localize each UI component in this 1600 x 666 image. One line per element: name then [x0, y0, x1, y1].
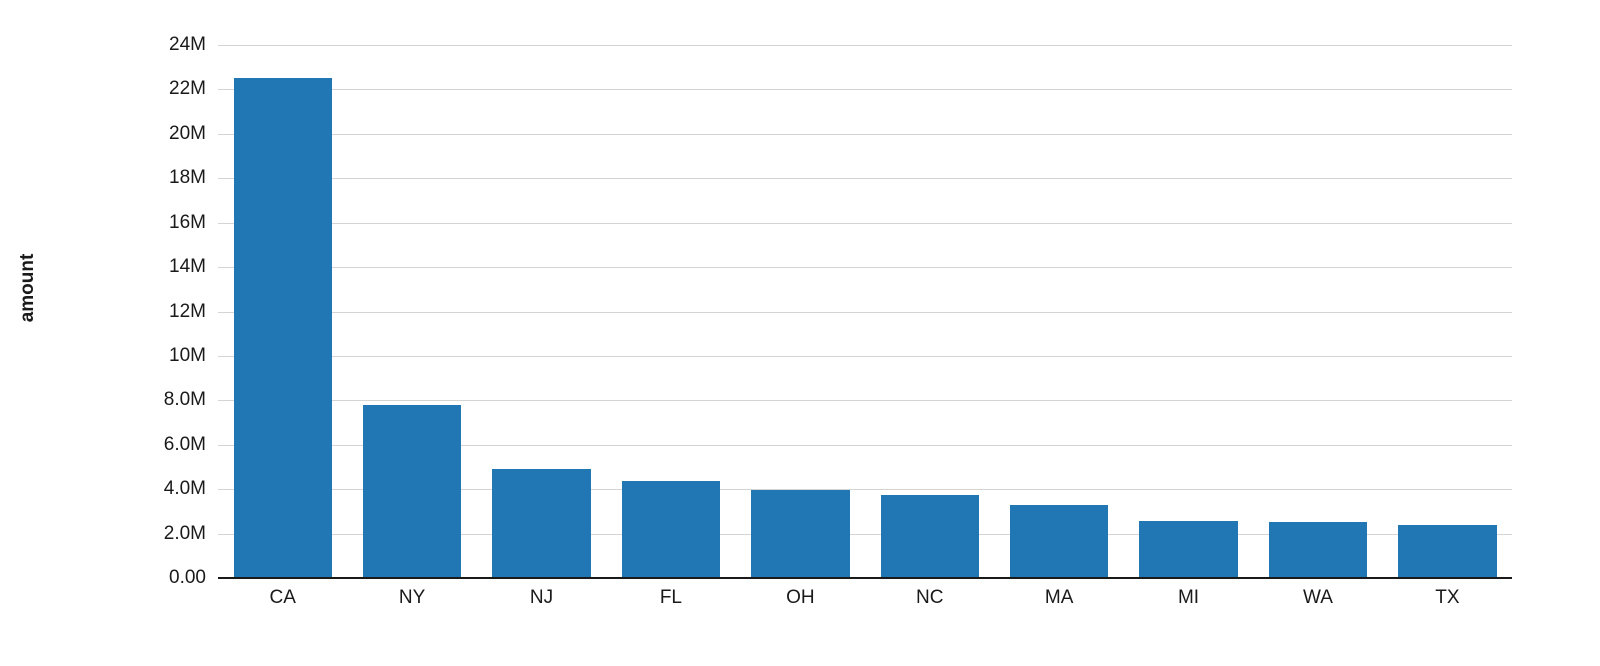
x-axis-line: [218, 577, 1512, 579]
y-tick-label: 12M: [169, 300, 206, 322]
bars: [218, 45, 1512, 578]
y-tick-label: 16M: [169, 211, 206, 233]
bar-slot: [1253, 45, 1382, 578]
x-tick-label-wa: WA: [1303, 587, 1333, 608]
bar-slot: [1383, 45, 1512, 578]
y-axis-ticks: 0.00 2.0M 4.0M 6.0M 8.0M 10M 12M 14M 16M 18M 20M 22…: [0, 34, 206, 588]
bar-slot: [865, 45, 994, 578]
bar-wa: [1268, 522, 1368, 578]
gridline: [218, 133, 1512, 135]
y-tick-label: 0.00: [169, 567, 206, 588]
bar-slot: [477, 45, 606, 578]
x-tick-label-nc: NC: [916, 587, 944, 608]
gridline: [218, 45, 1512, 46]
bar-slot: [1124, 45, 1253, 578]
gridline: [218, 400, 1512, 402]
gridline: [218, 489, 1512, 491]
y-tick-label: 4.0M: [163, 478, 206, 500]
bar-ny: [362, 404, 462, 578]
x-tick-label-nj: NJ: [529, 587, 554, 608]
bar-slot: [736, 45, 865, 578]
bar-nc: [880, 494, 979, 578]
gridlines: [218, 45, 1512, 578]
gridline: [218, 89, 1512, 91]
bar-slot: [994, 45, 1123, 578]
gridline: [218, 533, 1512, 535]
bar-tx: [1398, 524, 1497, 578]
y-tick-label: 10M: [169, 344, 206, 366]
x-axis-labels: CA NY NJ FL OH NC MA MI WA TX: [218, 587, 1512, 609]
bar-fl: [621, 481, 721, 578]
bar-ma: [1009, 504, 1109, 578]
gridline: [218, 311, 1512, 313]
y-tick-label: 14M: [169, 256, 206, 278]
gridline: [218, 355, 1512, 357]
y-tick-label: 18M: [169, 167, 206, 189]
y-tick-label: 20M: [169, 122, 206, 144]
x-tick-label-ma: MA: [1044, 587, 1074, 608]
x-tick-label-ny: NY: [398, 587, 426, 608]
y-tick-label: 2.0M: [163, 522, 206, 544]
gridline: [218, 222, 1512, 224]
x-tick-label-oh: OH: [786, 587, 815, 608]
bar-mi: [1139, 521, 1238, 578]
bar-ca: [233, 78, 332, 578]
gridline: [218, 267, 1512, 269]
bar-slot: [606, 45, 735, 578]
bar-slot: [218, 45, 347, 578]
bar-slot: [347, 45, 476, 578]
plot-area: [218, 45, 1512, 579]
y-tick-label: 22M: [169, 78, 206, 100]
gridline: [218, 178, 1512, 180]
bar-nj: [492, 469, 591, 578]
y-tick-label: 24M: [169, 34, 206, 55]
y-tick-label: 8.0M: [163, 389, 206, 411]
x-tick-label-mi: MI: [1177, 587, 1200, 608]
y-tick-label: 6.0M: [163, 433, 206, 455]
gridline: [218, 444, 1512, 446]
x-tick-label-ca: CA: [269, 587, 296, 608]
bar-oh: [751, 490, 850, 578]
x-tick-label-fl: FL: [659, 587, 683, 608]
x-tick-label-tx: TX: [1435, 587, 1460, 608]
